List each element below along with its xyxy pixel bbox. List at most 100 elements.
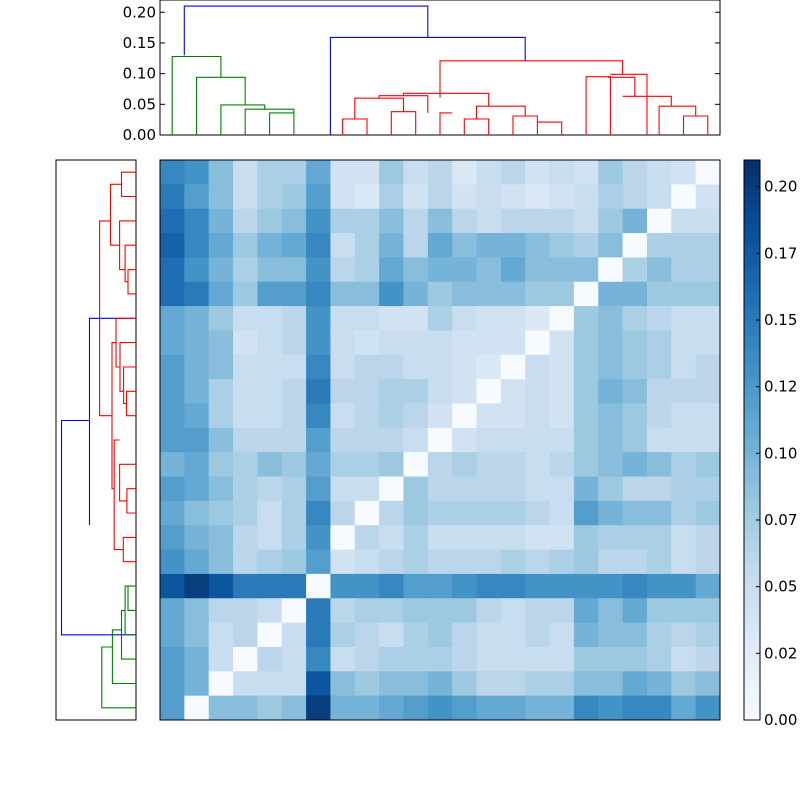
heatmap-cell [160,184,185,210]
heatmap-cell [427,500,453,526]
heatmap-cell [695,403,721,429]
colorbar-step [744,520,760,525]
heatmap-cell [354,379,380,404]
colorbar-step [744,416,760,421]
heatmap-cell [257,500,283,526]
heatmap-cell [573,403,599,429]
heatmap-cell [646,354,672,380]
heatmap-cell [598,208,624,234]
heatmap-cell [306,500,331,526]
heatmap-cell [671,208,697,234]
heatmap-cell [330,403,356,429]
dendrogram-link [123,366,136,405]
colorbar-step [744,476,760,481]
dendrogram-link [390,111,417,135]
dendrogram-link [111,629,136,685]
colorbar-step [744,268,760,273]
heatmap-cell [525,646,550,672]
colorbar-step [744,536,760,541]
colorbar-step [744,712,760,717]
dendrogram-link [439,112,453,135]
colorbar-step [744,664,760,669]
colorbar-step [744,296,760,301]
heatmap-cell [427,379,453,404]
heatmap-cell [233,330,258,356]
heatmap-cell [306,622,331,648]
heatmap-cell [306,476,331,502]
heatmap-cell [330,622,356,648]
heatmap-cell [646,184,672,210]
colorbar-step [744,408,760,413]
heatmap-cell [476,622,502,648]
heatmap-cell [257,427,283,453]
heatmap-cell [257,452,283,477]
colorbar-step [744,692,760,697]
colorbar-step [744,552,760,557]
colorbar-step [744,604,760,609]
colorbar-step [744,620,760,625]
heatmap-cell [233,257,258,283]
heatmap-cell [500,476,526,502]
y-tick-label: 0.10 [123,65,156,83]
heatmap-cell [160,500,185,526]
heatmap-cell [184,695,210,721]
heatmap-cell [233,695,258,721]
heatmap-cell [671,184,697,210]
colorbar-step [744,264,760,269]
heatmap-cell [427,281,453,307]
heatmap-cell [281,525,307,550]
heatmap-cell [184,160,210,185]
heatmap-cell [500,208,526,234]
heatmap-cell [427,354,453,380]
heatmap-cell [354,208,380,234]
heatmap-cell [330,695,356,721]
heatmap-cell [281,233,307,258]
heatmap-cell [525,281,550,307]
heatmap-cell [452,695,477,721]
heatmap-cell [671,500,697,526]
heatmap-cell [160,525,185,550]
heatmap-cell [281,695,307,721]
heatmap-cell [500,257,526,283]
heatmap-cell [306,671,331,697]
heatmap-cell [208,233,234,258]
heatmap-cell [598,598,624,624]
heatmap-cell [281,306,307,331]
heatmap-cell [233,306,258,331]
dendrogram-link [439,60,624,98]
colorbar-step [744,672,760,677]
heatmap-cell [598,233,624,258]
heatmap-cell [452,330,477,356]
heatmap-cell [476,646,502,672]
heatmap-cell [549,452,575,477]
heatmap-cell [184,671,210,697]
heatmap-cell [695,330,721,356]
heatmap-cell [330,500,356,526]
heatmap-cell [403,208,429,234]
heatmap-cell [233,208,258,234]
colorbar-step [744,496,760,501]
heatmap-cell [160,208,185,234]
colorbar-step [744,304,760,309]
heatmap-cell [354,403,380,429]
heatmap-cell [379,598,404,624]
heatmap-cell [476,184,502,210]
heatmap-cell [646,573,672,599]
heatmap-cell [452,671,477,697]
heatmap-cell [281,379,307,404]
heatmap-cell [671,233,697,258]
heatmap-cell [452,476,477,502]
colorbar-step [744,588,760,593]
colorbar: 0.00 0.02 0.05 0.07 0.10 0.12 0.15 0.17 0.20 [743,159,797,729]
dendrogram-link [622,95,672,107]
heatmap-cell [476,549,502,575]
heatmap-cell [427,306,453,331]
heatmap-cell [525,573,550,599]
heatmap-cell [646,281,672,307]
colorbar-step [744,668,760,673]
left-dendrogram [55,159,137,721]
colorbar-step [744,320,760,325]
heatmap-cell [598,306,624,331]
heatmap-cell [622,160,648,185]
heatmap-cell [233,354,258,380]
